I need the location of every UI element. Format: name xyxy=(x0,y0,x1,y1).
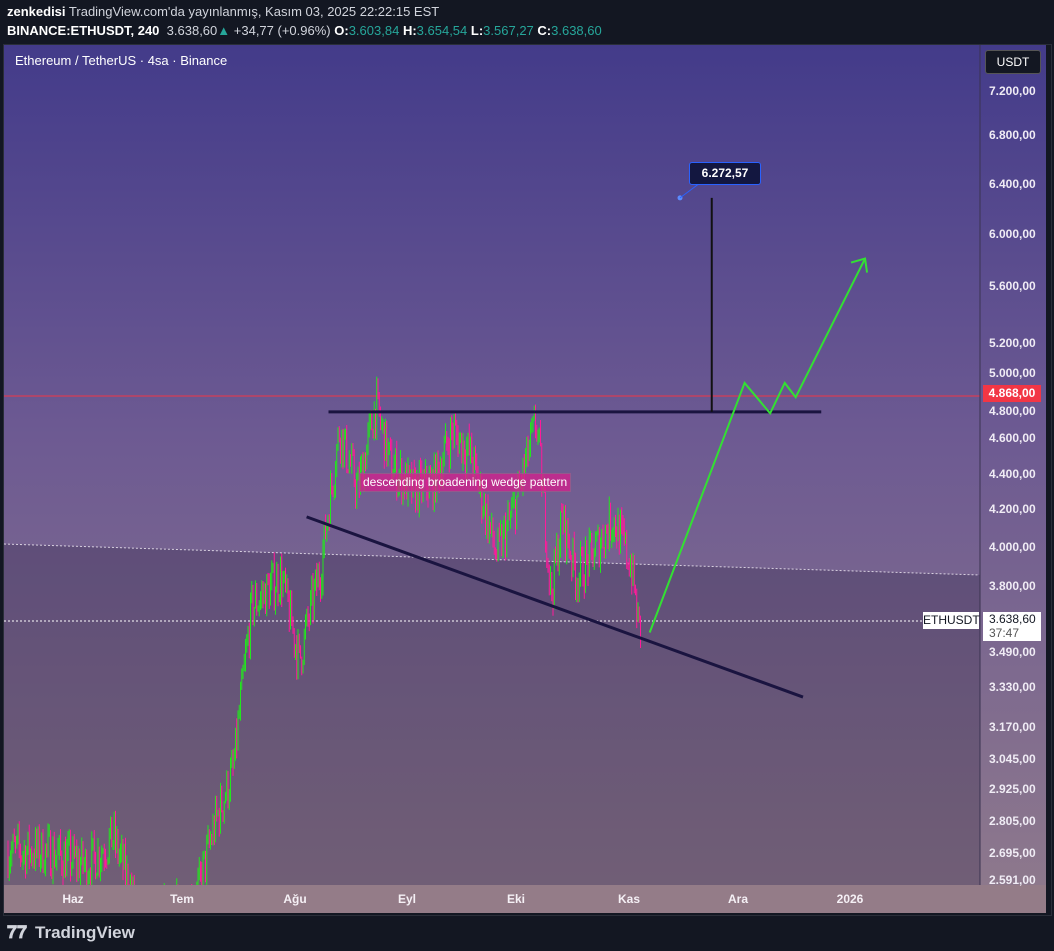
time-tick: Haz xyxy=(62,892,84,906)
chart-legend: Ethereum / TetherUS · 4sa · Binance xyxy=(15,53,228,68)
open-value: 3.603,84 xyxy=(348,23,400,38)
dotted-zone-line xyxy=(3,543,981,576)
price-tick: 2.591,00 xyxy=(989,873,1036,887)
currency-button[interactable]: USDT xyxy=(985,50,1041,74)
price-tick: 3.330,00 xyxy=(989,680,1036,694)
candles xyxy=(7,376,641,885)
publish-info: zenkedisi TradingView.com'da yayınlanmış… xyxy=(7,4,439,19)
price-tick: 4.400,00 xyxy=(989,467,1036,481)
support-trendline xyxy=(306,515,804,699)
price-tick: 5.600,00 xyxy=(989,279,1036,293)
time-tick: Eki xyxy=(506,892,526,906)
time-axis-background xyxy=(4,885,1050,913)
target-callout-line xyxy=(679,182,701,199)
price-tick: 4.000,00 xyxy=(989,540,1036,554)
countdown: 37:47 xyxy=(989,626,1020,640)
time-tick: Eyl xyxy=(397,892,417,906)
brand-name: TradingView xyxy=(35,922,135,942)
frame-edge xyxy=(1046,45,1050,913)
price-tick: 6.000,00 xyxy=(989,227,1036,241)
price-tick: 7.200,00 xyxy=(989,84,1036,98)
shaded-zone xyxy=(4,544,980,885)
time-tick: Kas xyxy=(617,892,641,906)
price-tick: 2.695,00 xyxy=(989,846,1036,860)
price-tick: 4.600,00 xyxy=(989,431,1036,445)
price-tick: 5.200,00 xyxy=(989,336,1036,350)
close-value: 3.638,60 xyxy=(551,23,602,38)
high-value: 3.654,54 xyxy=(416,23,468,38)
low-label: L: xyxy=(470,23,484,38)
open-label: O: xyxy=(334,23,349,38)
arrowhead-icon xyxy=(850,257,869,273)
ohlc-header: BINANCE:ETHUSDT, 240 3.638,60▲ +34,77 (+… xyxy=(7,23,602,38)
projection-path xyxy=(648,258,866,633)
price-tick: 3.490,00 xyxy=(989,645,1036,659)
symbol: BINANCE:ETHUSDT, 240 xyxy=(7,23,160,38)
price-tick: 3.045,00 xyxy=(989,752,1036,766)
time-tick: 2026 xyxy=(836,892,864,906)
author[interactable]: zenkedisi xyxy=(7,4,66,19)
price-tick: 2.805,00 xyxy=(989,814,1036,828)
pattern-label[interactable]: descending broadening wedge pattern xyxy=(359,473,572,492)
low-value: 3.567,27 xyxy=(483,23,534,38)
tv-logo-icon: 𝟕𝟕 xyxy=(7,922,28,942)
tradingview-logo[interactable]: 𝟕𝟕 TradingView xyxy=(7,922,135,943)
close-label: C: xyxy=(537,23,552,38)
price-tick: 2.925,00 xyxy=(989,782,1036,796)
price-tick: 4.200,00 xyxy=(989,502,1036,516)
time-tick: Ara xyxy=(727,892,749,906)
high-label: H: xyxy=(402,23,417,38)
price-tick: 6.400,00 xyxy=(989,177,1036,191)
last-price: 3.638,60 xyxy=(166,23,218,38)
time-tick: Ağu xyxy=(283,892,307,906)
price-tick: 5.000,00 xyxy=(989,366,1036,380)
price-change: +34,77 (+0.96%) xyxy=(233,23,331,38)
price-tick: 3.170,00 xyxy=(989,720,1036,734)
target-price-label[interactable]: 6.272,57 xyxy=(689,162,761,185)
price-tick: 6.800,00 xyxy=(989,128,1036,142)
current-price-tag: 3.638,60 37:47 xyxy=(983,612,1041,641)
alert-price-tag: 4.868,00 xyxy=(983,385,1041,402)
time-tick: Tem xyxy=(170,892,194,906)
price-tick: 4.800,00 xyxy=(989,404,1036,418)
publish-date: TradingView.com'da yayınlanmış, Kasım 03… xyxy=(68,4,440,19)
chart-frame[interactable] xyxy=(3,44,1052,916)
symbol-tag: ETHUSDT xyxy=(923,612,980,629)
current-price: 3.638,60 xyxy=(989,612,1036,626)
price-tick: 3.800,00 xyxy=(989,579,1036,593)
triangle-up-icon: ▲ xyxy=(217,23,231,38)
